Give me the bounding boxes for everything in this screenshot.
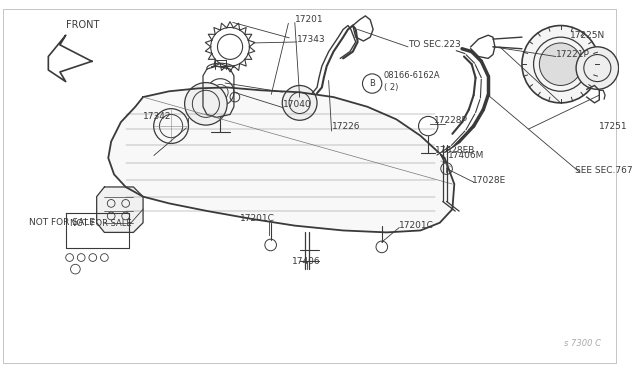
Polygon shape <box>97 187 143 232</box>
Text: SEE SEC.767: SEE SEC.767 <box>575 166 633 175</box>
Text: 17201: 17201 <box>295 15 323 24</box>
Circle shape <box>540 43 582 86</box>
Text: 17342: 17342 <box>143 112 172 121</box>
Text: 17406: 17406 <box>292 257 321 266</box>
Text: 17406M: 17406M <box>447 151 484 160</box>
Polygon shape <box>49 35 92 81</box>
Text: 17251: 17251 <box>599 122 628 131</box>
Text: ( 2): ( 2) <box>384 83 398 92</box>
Text: 17228P: 17228P <box>434 116 468 125</box>
Text: 17201C: 17201C <box>399 221 434 230</box>
Text: TO SEC.223: TO SEC.223 <box>408 41 461 49</box>
Text: 17028EB: 17028EB <box>435 146 476 155</box>
Text: 17221P: 17221P <box>556 50 589 59</box>
Text: FRONT: FRONT <box>66 20 99 31</box>
Text: 17201C: 17201C <box>240 214 275 223</box>
Text: 08166-6162A: 08166-6162A <box>384 71 440 80</box>
Text: 17226: 17226 <box>332 122 360 131</box>
Text: 17343: 17343 <box>297 35 325 44</box>
Circle shape <box>522 26 599 103</box>
Circle shape <box>184 83 227 125</box>
Text: s 7300 C: s 7300 C <box>564 339 601 349</box>
Text: 17040: 17040 <box>284 100 312 109</box>
Circle shape <box>282 86 317 120</box>
Text: 17028E: 17028E <box>472 176 506 185</box>
Text: NOT FOR SALE: NOT FOR SALE <box>29 218 95 227</box>
Text: B: B <box>369 79 375 88</box>
Text: 17225N: 17225N <box>570 31 605 40</box>
Circle shape <box>576 47 619 89</box>
Polygon shape <box>108 87 454 232</box>
Text: NOT FOR SALE: NOT FOR SALE <box>70 219 131 228</box>
